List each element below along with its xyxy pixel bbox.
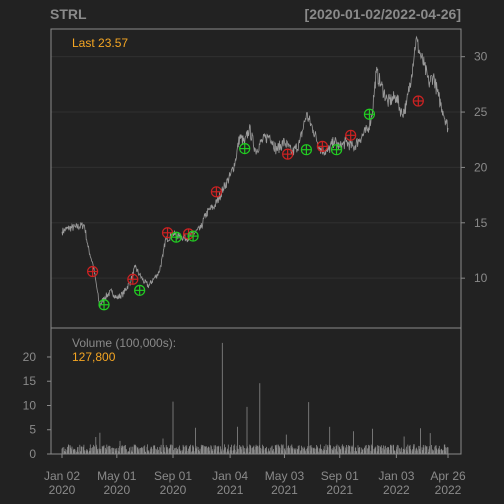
buy-marker: [187, 230, 199, 242]
chart-date-range: [2020-01-02/2022-04-26]: [305, 6, 461, 22]
sell-marker: [316, 140, 328, 152]
chart-symbol: STRL: [50, 6, 87, 22]
sell-marker: [127, 273, 139, 285]
sell-marker: [282, 148, 294, 160]
volume-bars: [61, 342, 449, 454]
volume-y-axis: 0 5 10 15 20: [23, 350, 51, 461]
price-line: [61, 35, 449, 309]
volume-tick-label: 10: [23, 398, 37, 412]
buy-marker: [363, 108, 376, 120]
x-tick-year: 2021: [326, 483, 353, 497]
price-tick-label: 20: [474, 160, 488, 174]
price-tick-label: 30: [474, 50, 488, 64]
x-tick-label: Jan 02: [44, 469, 80, 483]
x-tick-year: 2020: [49, 483, 76, 497]
volume-tick-label: 5: [29, 423, 36, 437]
volume-last-value: 127,800: [72, 350, 116, 364]
price-tick-label: 10: [474, 271, 488, 285]
volume-label: Volume (100,000s):: [72, 336, 176, 350]
x-tick-year: 2022: [435, 483, 462, 497]
sell-marker: [210, 186, 222, 198]
volume-panel-frame: [50, 327, 462, 455]
price-tick-label: 25: [474, 105, 488, 119]
price-gridlines: [51, 56, 461, 279]
price-panel-frame: [50, 28, 462, 329]
volume-tick-label: 20: [23, 350, 37, 364]
buy-marker: [170, 231, 182, 243]
x-tick-year: 2021: [217, 483, 244, 497]
sell-marker: [412, 95, 424, 107]
x-tick-label: Jan 04: [212, 469, 248, 483]
price-tick-label: 15: [474, 216, 488, 230]
buy-marker: [239, 143, 251, 155]
x-tick-label: May 03: [265, 469, 305, 483]
x-tick-year: 2020: [160, 483, 187, 497]
x-tick-label: Apr 26: [430, 469, 466, 483]
trade-markers: [87, 95, 424, 311]
sell-marker: [345, 129, 357, 141]
volume-tick-label: 15: [23, 374, 37, 388]
sell-marker: [87, 265, 99, 278]
buy-marker: [330, 144, 343, 156]
price-y-axis: 10 15 20 25 30: [461, 50, 488, 285]
buy-marker: [134, 284, 146, 296]
x-tick-year: 2020: [103, 483, 130, 497]
x-tick-label: Sep 01: [154, 469, 192, 483]
volume-tick-label: 0: [29, 447, 36, 461]
x-tick-year: 2021: [271, 483, 298, 497]
sell-marker: [161, 227, 174, 239]
x-tick-label: Jan 03: [378, 469, 414, 483]
x-tick-label: Sep 01: [321, 469, 359, 483]
buy-marker: [98, 299, 110, 311]
buy-marker: [300, 144, 312, 156]
x-tick-label: May 01: [97, 469, 137, 483]
x-tick-year: 2022: [383, 483, 410, 497]
last-price-label: Last 23.57: [72, 36, 128, 50]
